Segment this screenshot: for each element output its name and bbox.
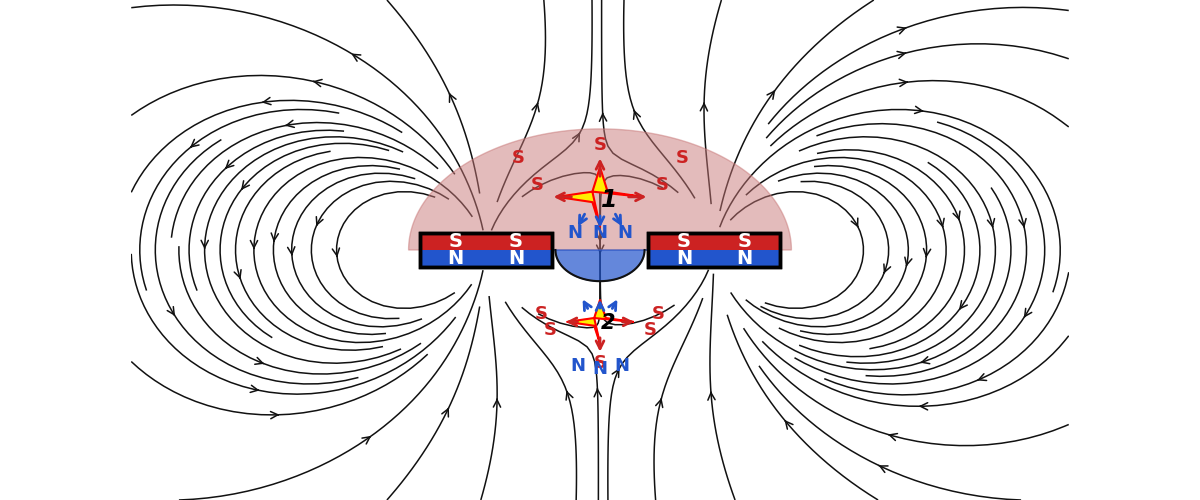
FancyArrowPatch shape [167,306,174,315]
FancyArrowPatch shape [242,181,250,189]
Text: N: N [593,360,607,378]
FancyArrowPatch shape [634,110,641,120]
Bar [648,233,780,250]
Polygon shape [568,300,632,344]
FancyArrowPatch shape [920,357,930,364]
Bar [648,250,780,267]
Polygon shape [552,250,648,281]
Text: N: N [568,224,582,242]
Bar [648,233,780,267]
Text: S: S [677,232,691,251]
FancyArrowPatch shape [271,233,278,241]
Text: N: N [618,224,632,242]
FancyArrowPatch shape [191,140,199,147]
FancyArrowPatch shape [317,216,323,226]
Text: S: S [676,149,689,167]
FancyArrowPatch shape [920,402,928,410]
FancyArrowPatch shape [878,466,888,472]
FancyArrowPatch shape [251,240,258,248]
FancyArrowPatch shape [362,437,370,444]
Bar [420,250,552,267]
FancyArrowPatch shape [270,412,278,418]
Text: N: N [571,356,586,374]
FancyArrowPatch shape [566,392,572,400]
FancyArrowPatch shape [960,300,967,309]
Bar [420,233,552,267]
Text: N: N [448,249,464,268]
FancyArrowPatch shape [596,233,604,241]
FancyArrowPatch shape [899,80,907,86]
Text: S: S [530,176,544,194]
FancyArrowPatch shape [572,133,580,142]
Text: N: N [736,249,752,268]
FancyArrowPatch shape [701,103,708,111]
FancyArrowPatch shape [767,91,774,99]
FancyArrowPatch shape [905,257,912,266]
FancyArrowPatch shape [978,374,986,380]
FancyArrowPatch shape [708,392,715,400]
FancyArrowPatch shape [1019,218,1026,227]
FancyArrowPatch shape [1025,308,1032,317]
FancyArrowPatch shape [594,388,601,397]
Text: 2: 2 [600,314,616,334]
FancyArrowPatch shape [988,218,995,227]
Text: S: S [594,354,606,372]
FancyArrowPatch shape [596,245,604,253]
FancyArrowPatch shape [600,113,607,122]
Text: S: S [737,232,751,251]
Text: N: N [676,249,692,268]
Text: S: S [511,149,524,167]
FancyArrowPatch shape [234,270,241,278]
Polygon shape [557,167,643,226]
FancyArrowPatch shape [313,80,322,86]
Text: N: N [593,224,607,242]
FancyArrowPatch shape [889,434,898,440]
FancyArrowPatch shape [785,421,793,429]
Text: S: S [652,305,665,323]
Bar [648,233,780,267]
Text: S: S [544,320,557,338]
Text: N: N [508,249,524,268]
Text: S: S [509,232,523,251]
FancyArrowPatch shape [286,120,294,128]
Text: S: S [535,305,548,323]
FancyArrowPatch shape [924,248,931,257]
FancyArrowPatch shape [612,369,619,378]
Text: S: S [449,232,463,251]
FancyArrowPatch shape [937,218,944,227]
FancyArrowPatch shape [884,264,890,273]
FancyArrowPatch shape [851,218,858,227]
FancyArrowPatch shape [226,160,234,168]
Text: 1: 1 [601,188,618,212]
Text: S: S [643,320,656,338]
Polygon shape [408,129,792,250]
Text: S: S [594,136,606,154]
Bar [420,233,552,267]
FancyArrowPatch shape [332,248,340,256]
Text: S: S [656,176,670,194]
FancyArrowPatch shape [250,386,258,392]
FancyArrowPatch shape [655,399,662,407]
FancyArrowPatch shape [449,94,456,102]
FancyArrowPatch shape [898,27,906,34]
FancyArrowPatch shape [914,106,923,114]
FancyArrowPatch shape [254,358,264,364]
FancyArrowPatch shape [532,103,539,112]
Bar [420,233,552,250]
FancyArrowPatch shape [953,211,960,220]
FancyArrowPatch shape [898,52,906,59]
FancyArrowPatch shape [202,240,209,248]
FancyArrowPatch shape [442,408,449,417]
FancyArrowPatch shape [288,247,295,255]
FancyArrowPatch shape [493,399,500,407]
FancyArrowPatch shape [353,54,361,61]
Text: N: N [614,356,629,374]
FancyArrowPatch shape [263,98,271,104]
